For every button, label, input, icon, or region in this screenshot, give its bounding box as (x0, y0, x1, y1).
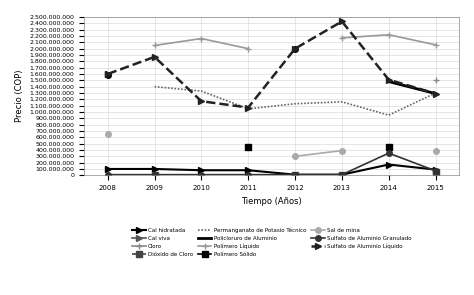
Legend: Cal hidratada, Cal viva, Cloro, Dióxido de Cloro, Permanganato de Potasio Técnic: Cal hidratada, Cal viva, Cloro, Dióxido … (130, 226, 414, 259)
Y-axis label: Precio (COP): Precio (COP) (15, 70, 24, 122)
X-axis label: Tiempo (Años): Tiempo (Años) (241, 196, 302, 206)
